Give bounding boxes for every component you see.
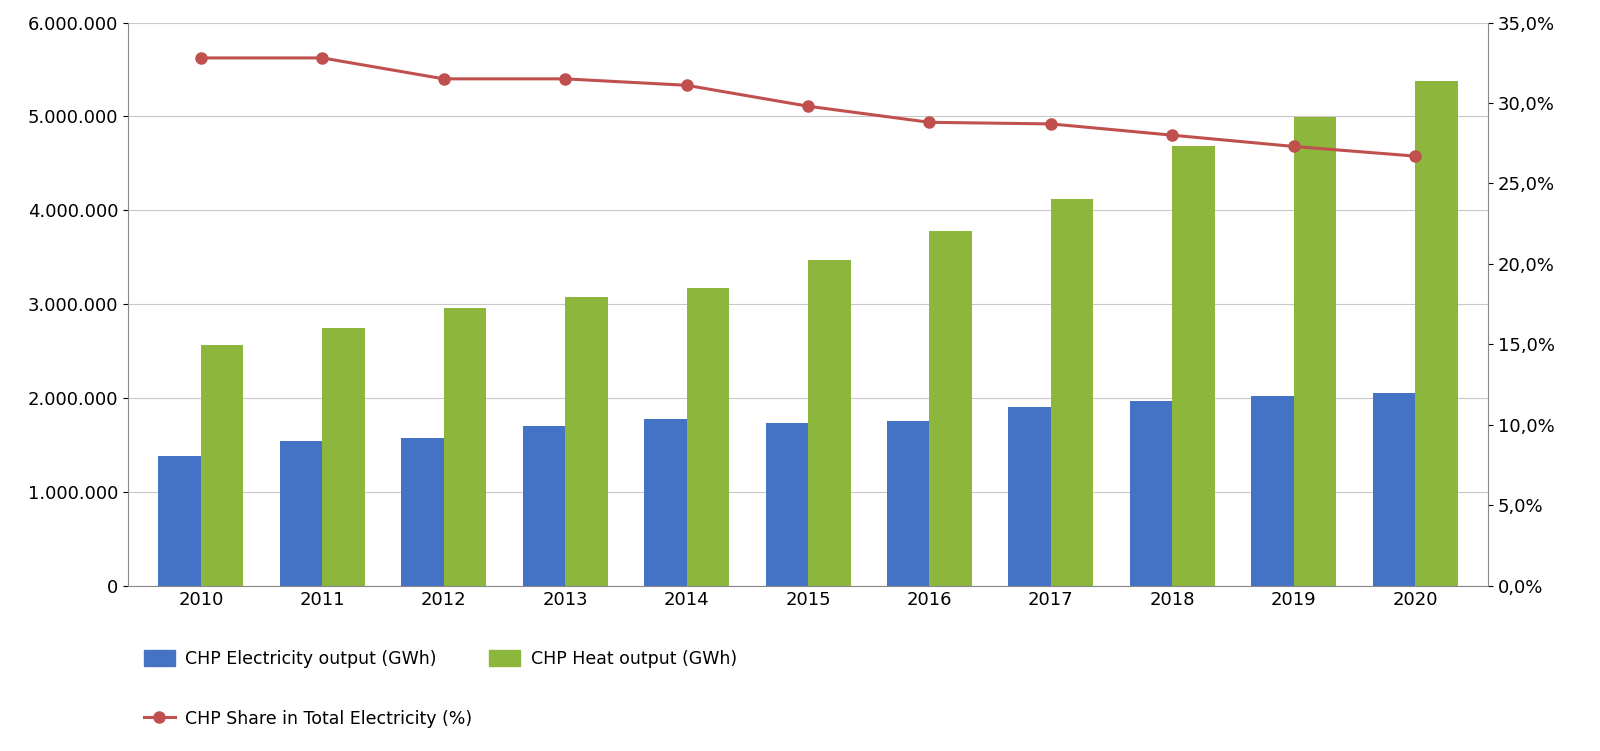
Bar: [202, 345, 243, 586]
CHP Share in Total Electricity (%): [1163, 131, 1182, 140]
Line: CHP Share in Total Electricity (%): CHP Share in Total Electricity (%): [195, 53, 1421, 161]
Bar: [158, 456, 202, 586]
Bar: [280, 442, 322, 586]
Bar: [808, 260, 851, 586]
CHP Share in Total Electricity (%): [677, 81, 696, 90]
CHP Share in Total Electricity (%): [555, 74, 574, 83]
Bar: [645, 419, 686, 586]
Bar: [1008, 407, 1051, 586]
Bar: [1173, 146, 1214, 586]
Bar: [565, 297, 608, 586]
CHP Share in Total Electricity (%): [434, 74, 453, 83]
CHP Share in Total Electricity (%): [312, 53, 331, 62]
Bar: [886, 421, 930, 586]
CHP Share in Total Electricity (%): [192, 53, 211, 62]
Bar: [686, 288, 730, 586]
Bar: [443, 308, 486, 586]
Legend: CHP Electricity output (GWh), CHP Heat output (GWh): CHP Electricity output (GWh), CHP Heat o…: [136, 643, 744, 674]
Bar: [930, 231, 971, 586]
Bar: [1294, 117, 1336, 586]
CHP Share in Total Electricity (%): [1405, 152, 1424, 161]
Bar: [765, 424, 808, 586]
Bar: [1130, 401, 1173, 586]
CHP Share in Total Electricity (%): [1285, 142, 1304, 151]
Bar: [402, 439, 443, 586]
Bar: [1373, 394, 1414, 586]
CHP Share in Total Electricity (%): [1042, 119, 1061, 128]
CHP Share in Total Electricity (%): [798, 101, 818, 110]
CHP Share in Total Electricity (%): [920, 118, 939, 127]
Bar: [1251, 397, 1294, 586]
Bar: [1051, 199, 1093, 586]
Bar: [523, 426, 565, 586]
Bar: [322, 327, 365, 586]
Legend: CHP Share in Total Electricity (%): CHP Share in Total Electricity (%): [136, 703, 480, 734]
Bar: [1414, 81, 1458, 586]
